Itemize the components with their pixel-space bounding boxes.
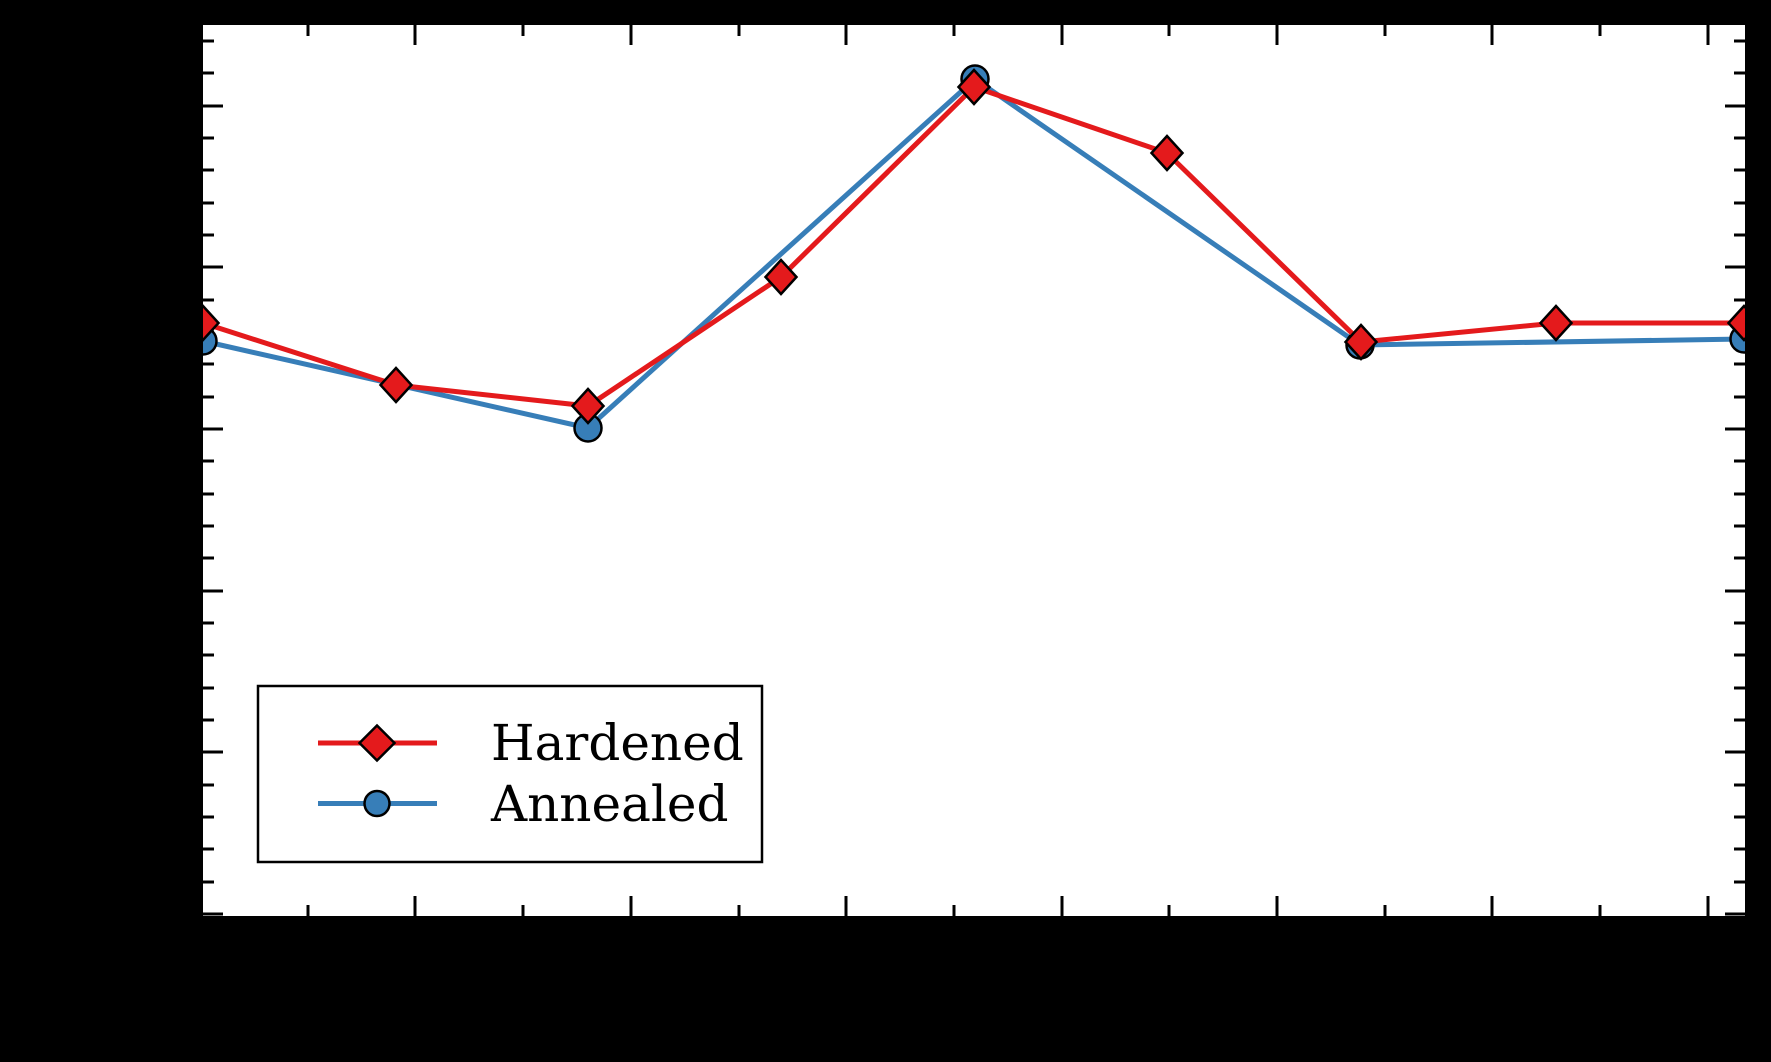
series-hardened <box>201 68 1747 425</box>
legend-label-hardened: Hardened <box>491 714 744 772</box>
legend: Hardened Annealed <box>256 684 764 864</box>
data-point-marker <box>570 387 606 425</box>
legend-circle-icon <box>363 789 391 818</box>
plot-border <box>199 21 1749 920</box>
legend-item-hardened: Hardened <box>318 714 744 772</box>
data-series <box>201 64 1747 443</box>
data-point-marker <box>1538 304 1574 342</box>
data-point-marker <box>1343 323 1379 361</box>
data-point-marker <box>1726 304 1747 342</box>
legend-box <box>256 684 764 864</box>
data-point-marker <box>956 68 992 106</box>
data-point-marker <box>378 366 414 404</box>
legend-item-annealed: Annealed <box>318 775 729 833</box>
legend-diamond-icon <box>357 723 397 763</box>
legend-label-annealed: Annealed <box>490 775 729 833</box>
data-point-marker <box>763 258 799 296</box>
data-point-marker <box>1149 134 1185 172</box>
